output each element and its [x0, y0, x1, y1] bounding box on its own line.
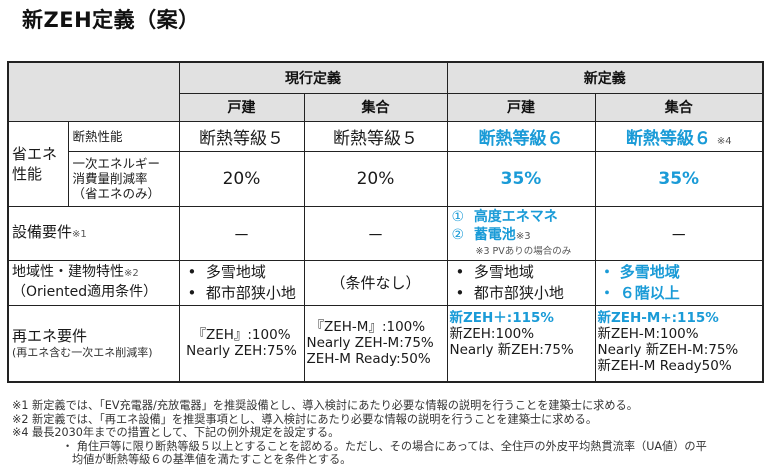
footnote-2: ※2 新定義では、「再エネ設備」を推奨事項とし、導入検討にあたり必要な情報の説明…	[12, 412, 598, 426]
regional-label-text: 地域性・建物特性	[12, 264, 124, 280]
list-item: • 多雪地域	[187, 262, 266, 281]
list-item: • 多雪地域	[455, 262, 534, 281]
list-item: 『ZEH』:100%	[192, 327, 291, 344]
storage-battery: 蓄電池	[473, 227, 516, 243]
list-item-text: 多雪地域	[205, 262, 266, 281]
cell-current-detached-insulation: 断熱等級５	[178, 120, 305, 152]
cell-current-collective-equipment: －	[303, 205, 448, 261]
note-3-marker: ※3	[515, 231, 531, 242]
cell-current-collective-insulation: 断熱等級５	[303, 120, 448, 152]
list-item: 新ZEH-M+:115%	[597, 309, 719, 326]
header-new-detached: 戸建	[446, 92, 596, 122]
energy-saving-label-text: 省エネ性能	[12, 144, 58, 183]
cell-new-detached-renewable: 新ZEH＋:115% 新ZEH:100% Nearly 新ZEH:75%	[446, 304, 596, 383]
primary-energy-label-line3: （省エネのみ）	[72, 186, 161, 201]
header-current-definition: 現行定義	[178, 61, 448, 94]
list-item: 新ZEH-M Ready50%	[597, 357, 732, 374]
list-item-text: ６階以上	[619, 283, 680, 302]
list-item: ZEH-M Ready:50%	[306, 351, 431, 368]
header-corner	[7, 61, 180, 122]
equipment-item-1: ① 高度エネマネ	[452, 208, 595, 226]
header-new-definition: 新定義	[446, 61, 764, 94]
circled-2: ②	[451, 227, 465, 243]
footnote-4-bullet: ・ 角住戸等に限り断熱等級５以上とすることを認める。ただし、その場合にあっては、…	[62, 439, 707, 453]
cell-new-detached-equipment: ① 高度エネマネ ② 蓄電池※3 ※3 PVありの場合のみ	[446, 205, 596, 261]
list-item: 新ZEH-M:100%	[597, 325, 699, 342]
row-label-insulation: 断熱性能	[67, 120, 180, 152]
list-item-text: 多雪地域	[473, 262, 534, 281]
list-item: ・ 多雪地域	[599, 262, 680, 281]
equipment-label-text: 設備要件	[12, 222, 73, 241]
new-collective-insulation-value: 断熱等級６	[625, 128, 711, 149]
primary-energy-label-line2: 消費量削減率	[72, 171, 148, 186]
cell-current-collective-primary-energy: 20%	[303, 150, 448, 207]
note-2-marker: ※2	[124, 268, 139, 279]
page-title: 新ZEH定義（案）	[22, 8, 200, 32]
cell-current-collective-regional: （条件なし）	[303, 259, 448, 306]
cell-new-collective-primary-energy: 35%	[594, 150, 764, 207]
header-current-collective: 集合	[303, 92, 448, 122]
header-new-collective: 集合	[594, 92, 764, 122]
row-label-equipment: 設備要件※1	[7, 205, 180, 261]
list-item: ・ ６階以上	[599, 283, 680, 302]
note-4-marker: ※4	[716, 135, 732, 147]
list-item: Nearly 新ZEH-M:75%	[597, 341, 739, 358]
row-label-primary-energy: 一次エネルギー 消費量削減率 （省エネのみ）	[67, 150, 180, 207]
list-item-text: 都市部狭小地	[205, 283, 296, 302]
equipment-item-2: ② 蓄電池※3	[452, 226, 595, 246]
row-label-energy-saving: 省エネ性能	[7, 120, 69, 207]
cell-current-detached-primary-energy: 20%	[178, 150, 305, 207]
cell-new-collective-renewable: 新ZEH-M+:115% 新ZEH-M:100% Nearly 新ZEH-M:7…	[594, 304, 764, 383]
advanced-energy-management: 高度エネマネ	[473, 209, 558, 225]
renewable-sublabel: (再エネ含む一次エネ削減率)	[12, 345, 153, 359]
cell-new-detached-regional: • 多雪地域 • 都市部狭小地	[446, 259, 596, 306]
row-label-renewable: 再エネ要件 (再エネ含む一次エネ削減率)	[7, 304, 180, 383]
list-item-text: 多雪地域	[619, 262, 680, 281]
cell-new-collective-equipment: －	[594, 205, 764, 261]
header-current-detached: 戸建	[178, 92, 305, 122]
list-item: • 都市部狭小地	[455, 283, 564, 302]
footnote-4-bullet-cont: 均値が断熱等級６の基準値を満たすことを条件とする。	[72, 453, 352, 466]
pv-footnote: ※3 PVありの場合のみ	[475, 246, 572, 257]
list-item: 新ZEH:100%	[449, 325, 535, 342]
footnote-4: ※4 最長2030年までの措置として、下記の例外規定を設定する。	[12, 426, 340, 439]
row-label-regional: 地域性・建物特性※2 （Oriented適用条件）	[7, 259, 180, 306]
cell-current-detached-renewable: 『ZEH』:100% Nearly ZEH:75%	[178, 304, 305, 383]
cell-current-collective-renewable: 『ZEH-M』:100% Nearly ZEH-M:75% ZEH-M Read…	[303, 304, 448, 383]
regional-label-line1: 地域性・建物特性※2	[12, 263, 178, 283]
zeh-definition-table: 現行定義 新定義 戸建 集合 戸建 集合 省エネ性能 断熱性能 断熱等級５ 断熱…	[7, 61, 764, 383]
regional-label-line2: （Oriented適用条件）	[12, 284, 158, 300]
primary-energy-label-line1: 一次エネルギー	[72, 156, 161, 171]
list-item: 新ZEH＋:115%	[449, 309, 554, 326]
list-item: Nearly ZEH-M:75%	[306, 335, 434, 352]
circled-1: ①	[451, 209, 465, 225]
cell-new-collective-regional: ・ 多雪地域 ・ ６階以上	[594, 259, 764, 306]
cell-current-detached-equipment: －	[178, 205, 305, 261]
footnotes: ※1 新定義では、「EV充電器/充放電器」を推奨設備とし、導入検討にあたり必要な…	[12, 399, 707, 467]
cell-current-detached-regional: • 多雪地域 • 都市部狭小地	[178, 259, 305, 306]
note-1-marker: ※1	[72, 228, 87, 240]
list-item: • 都市部狭小地	[187, 283, 296, 302]
list-item: Nearly ZEH:75%	[186, 343, 297, 360]
cell-new-detached-insulation: 断熱等級６	[446, 120, 596, 152]
cell-new-collective-insulation: 断熱等級６ ※4	[594, 120, 764, 152]
list-item: 『ZEH-M』:100%	[310, 319, 426, 336]
list-item-text: 都市部狭小地	[473, 283, 564, 302]
renewable-label-text: 再エネ要件	[12, 326, 88, 345]
cell-new-detached-primary-energy: 35%	[446, 150, 596, 207]
list-item: Nearly 新ZEH:75%	[449, 341, 574, 358]
footnote-1: ※1 新定義では、「EV充電器/充放電器」を推奨設備とし、導入検討にあたり必要な…	[12, 399, 638, 412]
